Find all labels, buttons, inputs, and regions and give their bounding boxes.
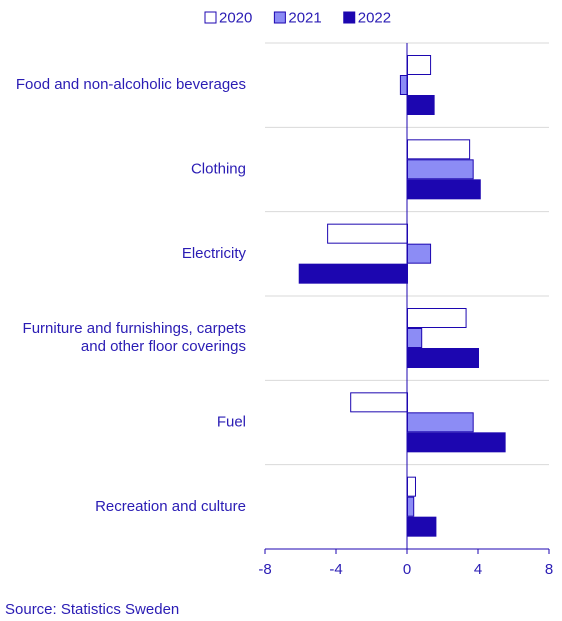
category-label: Fuel [217,413,246,430]
bar [407,139,471,160]
bar [407,179,481,200]
category-label: Food and non-alcoholic beverages [16,76,246,93]
bar [407,95,435,115]
category-label: Furniture and furnishings, carpets and ot… [23,320,246,355]
x-tick-label: -4 [329,561,342,578]
legend-swatch [273,11,286,24]
bar [407,55,432,75]
legend-swatch [343,11,356,24]
category-label: Clothing [191,160,246,177]
bar [407,328,423,348]
category-label: Recreation and culture [95,498,246,515]
x-tick-label: 8 [545,561,553,578]
bar [407,476,416,497]
legend-label: 2022 [358,9,391,26]
bar [407,432,506,453]
legend-label: 2020 [219,9,252,26]
x-tick-label: 4 [474,561,482,578]
bar [407,496,415,517]
bar [407,516,437,537]
x-tick-label: -8 [258,561,271,578]
bar [298,263,409,284]
x-tick-label: 0 [403,561,411,578]
bar [407,308,467,328]
bar [350,392,409,413]
category-label: Electricity [182,245,247,262]
legend-swatch [204,11,217,24]
bar [407,159,474,180]
bar [407,412,474,433]
bar [327,223,408,244]
legend-label: 2021 [288,9,321,26]
bar [407,348,479,368]
source-note: Source: Statistics Sweden [5,601,179,618]
bar [399,75,408,95]
bar [407,243,432,264]
